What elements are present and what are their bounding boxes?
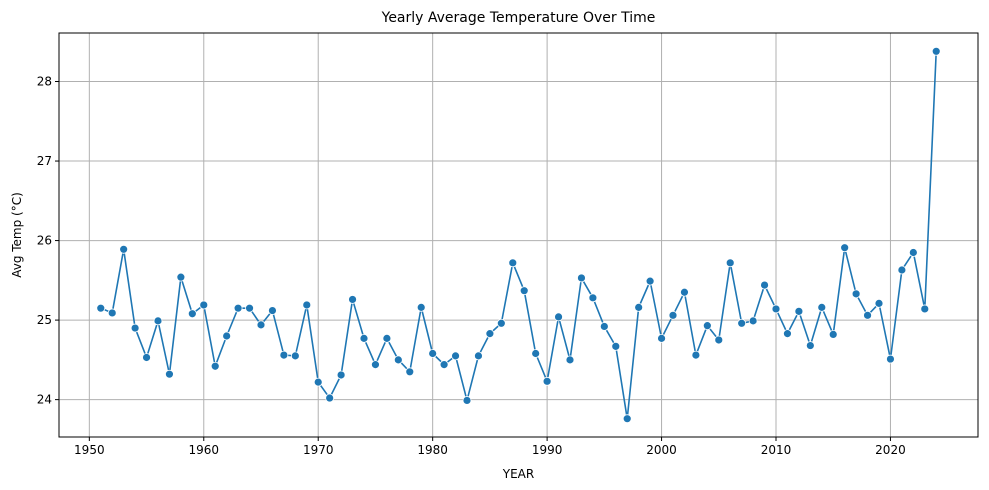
data-point [508, 258, 518, 268]
x-tick-label: 1950 [74, 443, 105, 457]
data-point [783, 329, 792, 339]
data-point [737, 318, 747, 328]
data-point [451, 351, 460, 361]
data-point [439, 360, 449, 370]
y-tick-label: 27 [37, 154, 52, 168]
data-point [920, 304, 930, 314]
data-point [428, 349, 438, 358]
data-point [622, 414, 632, 424]
data-point [817, 302, 827, 312]
data-point [290, 351, 300, 361]
data-point [897, 265, 907, 275]
data-point [210, 361, 220, 371]
data-point [279, 350, 289, 360]
series-line [100, 51, 938, 420]
data-point [702, 321, 712, 331]
y-axis-ticks: 24 25 26 27 28 [37, 75, 59, 407]
y-tick-label: 26 [37, 234, 52, 248]
data-point [245, 303, 254, 313]
data-point [393, 355, 403, 365]
x-tick-label: 2020 [875, 443, 906, 457]
data-point [680, 287, 689, 297]
data-point [256, 320, 266, 330]
data-point [886, 354, 895, 364]
data-point [577, 273, 586, 283]
data-point [222, 331, 232, 341]
data-point [794, 306, 804, 316]
data-point [165, 369, 174, 379]
data-point [187, 309, 197, 319]
data-point [611, 341, 621, 351]
data-point [519, 286, 529, 296]
data-point [668, 310, 678, 320]
data-point [176, 272, 186, 282]
data-point [531, 349, 541, 358]
x-tick-label: 2010 [761, 443, 792, 457]
data-point [371, 360, 380, 370]
data-point [760, 280, 769, 290]
y-axis-label: Avg Temp (°C) [10, 192, 24, 278]
grid-lines [59, 33, 978, 437]
data-point [599, 322, 609, 331]
data-point [382, 333, 392, 343]
data-point [908, 248, 918, 257]
x-tick-label: 1970 [303, 443, 334, 457]
data-point [805, 341, 815, 350]
data-point [96, 303, 106, 313]
x-tick-label: 1990 [532, 443, 563, 457]
x-tick-label: 1960 [189, 443, 220, 457]
x-axis-label: YEAR [502, 467, 534, 481]
data-point [405, 367, 415, 377]
data-point [691, 350, 701, 360]
x-axis-ticks: 1950 1960 1970 1980 1990 2000 2010 2020 [74, 437, 906, 457]
data-point [462, 396, 472, 405]
data-point [416, 302, 426, 312]
data-point [554, 312, 563, 322]
data-point [645, 276, 655, 286]
data-point [840, 243, 850, 253]
data-point [874, 298, 884, 308]
data-point [496, 318, 506, 328]
data-point [771, 304, 781, 314]
data-point [748, 316, 758, 326]
y-tick-label: 28 [37, 75, 52, 89]
data-point [153, 316, 163, 326]
data-point [313, 377, 323, 387]
chart-title: Yearly Average Temperature Over Time [381, 10, 656, 26]
data-point [851, 289, 861, 299]
x-tick-label: 2000 [646, 443, 677, 457]
data-point [565, 355, 575, 365]
data-point [725, 258, 735, 268]
data-point [657, 333, 666, 343]
data-point [107, 308, 117, 318]
data-point [119, 244, 129, 254]
data-point [474, 351, 483, 361]
data-point [485, 329, 495, 339]
data-point [359, 333, 369, 343]
data-point [828, 330, 838, 339]
data-point [634, 302, 644, 312]
data-point [302, 300, 312, 310]
data-point [130, 323, 140, 333]
data-point [588, 293, 598, 303]
data-point [233, 303, 243, 313]
y-tick-label: 25 [37, 313, 52, 327]
data-point [542, 376, 552, 386]
data-points [96, 46, 941, 424]
data-point [336, 370, 346, 380]
data-point [199, 300, 209, 310]
data-point [268, 306, 277, 315]
data-point [142, 353, 151, 362]
data-point [863, 310, 872, 320]
plot-frame [58, 32, 979, 438]
data-point [325, 393, 335, 403]
y-tick-label: 24 [37, 393, 52, 407]
x-tick-label: 1980 [417, 443, 448, 457]
data-point [931, 46, 941, 56]
data-point [348, 295, 357, 304]
data-point [714, 335, 724, 345]
